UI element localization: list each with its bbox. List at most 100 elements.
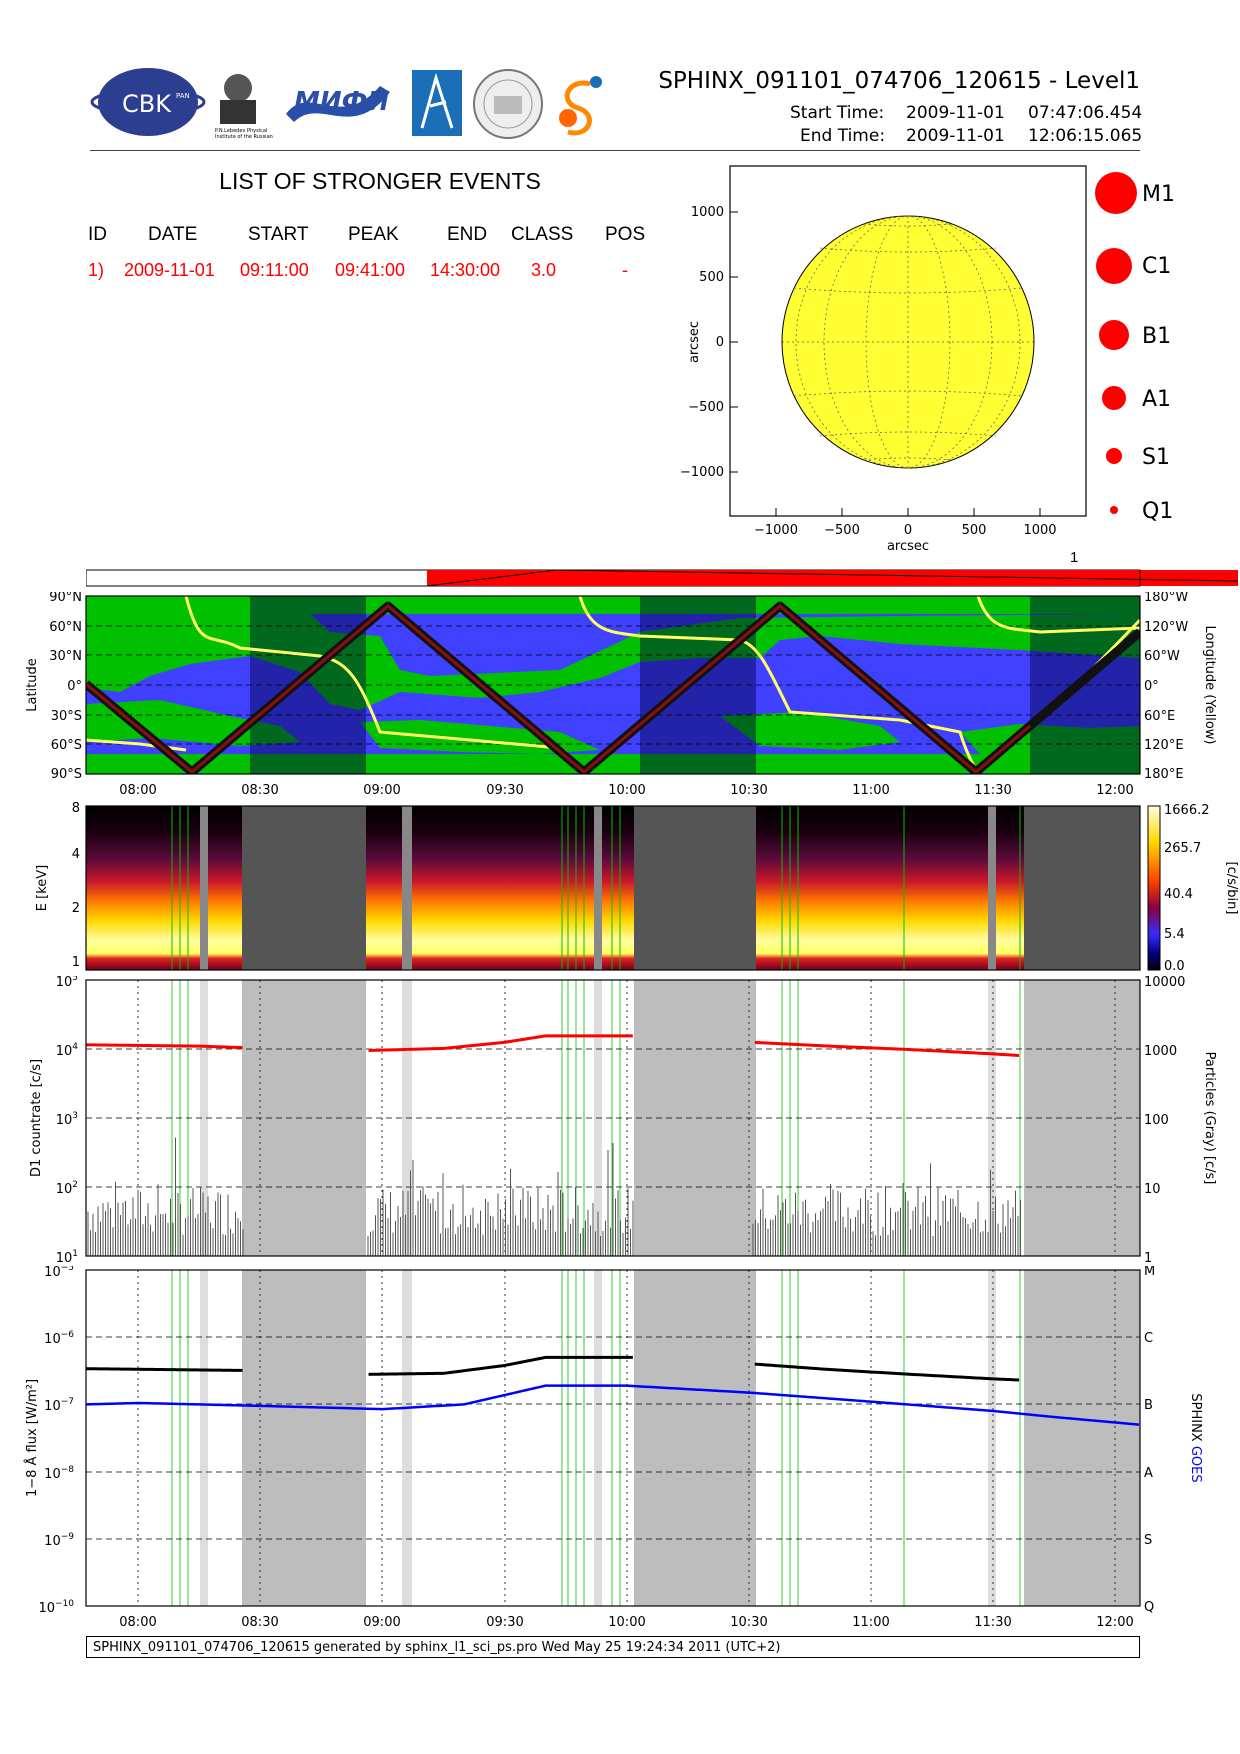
svg-text:МИФИ: МИФИ <box>294 87 389 117</box>
svg-text:SPHINX GOES: SPHINX GOES <box>1188 1393 1203 1482</box>
sun-y-tick: 500 <box>699 270 724 285</box>
flux-x-tick: 08:30 <box>241 1615 278 1630</box>
cbk-logo-text: CBK <box>122 90 172 118</box>
orbit-x-tick: 12:00 <box>1096 783 1133 798</box>
col-date: DATE <box>148 224 198 245</box>
start-date: 2009-11-01 <box>906 103 1005 123</box>
orbit-frame <box>85 595 1141 775</box>
col-class: CLASS <box>511 224 574 245</box>
flux-y2-label-goes: GOES <box>1188 1446 1203 1483</box>
lon-tick: 120°W <box>1144 620 1188 635</box>
class-label: B1 <box>1142 324 1171 349</box>
flux-x-tick: 11:30 <box>974 1615 1011 1630</box>
event-start: 09:11:00 <box>240 260 309 280</box>
class-dot-a1 <box>1102 386 1126 410</box>
sun-y-tick: 1000 <box>691 205 724 220</box>
flux-y2-label-sphinx: SPHINX <box>1188 1393 1203 1441</box>
lat-tick: 30°S <box>51 709 82 724</box>
goes-flux-line <box>86 1384 1140 1426</box>
event-end: 14:30:00 <box>430 260 501 280</box>
lon-tick: 60°W <box>1144 649 1180 664</box>
orbit-y-label: Latitude <box>25 658 40 712</box>
class-legend: M1 C1 B1 A1 S1 Q1 <box>1095 172 1175 524</box>
flux-gaps <box>242 1270 1140 1606</box>
flux-y-tick: 10 <box>44 1534 61 1549</box>
sphinx-flux-line <box>368 1355 633 1376</box>
svg-text:105: 105 <box>56 976 78 990</box>
flux-class-tick: A <box>1144 1466 1153 1481</box>
orbit-x-tick: 09:30 <box>486 783 523 798</box>
svg-text:PAN: PAN <box>176 92 190 100</box>
count-y-label: D1 countrate [c/s] <box>29 1059 44 1177</box>
spec-y-tick: 1 <box>72 955 80 970</box>
count-y2-label: Particles (Gray) [c/s] <box>1202 1052 1217 1185</box>
page-title: SPHINX_091101_074706_120615 - Level1 <box>658 68 1140 94</box>
class-dot-c1 <box>1096 248 1132 284</box>
logos-strip: CBK PAN P.N.Lebedev Physical Institute o… <box>90 62 630 146</box>
class-label: S1 <box>1142 445 1170 470</box>
flux-class-tick: Q <box>1144 1600 1154 1615</box>
svg-text:Institute of the Russian: Institute of the Russian <box>215 134 273 140</box>
flux-class-tick: C <box>1144 1331 1153 1346</box>
flux-frame <box>85 1269 1141 1607</box>
orbit-x-tick: 11:00 <box>852 783 889 798</box>
flux-y-tick: 10 <box>44 1266 61 1280</box>
spec-y-label: E [keV] <box>35 865 50 911</box>
start-time-label: Start Time: <box>790 103 885 123</box>
mifi-logo: МИФИ <box>286 86 390 122</box>
sun-x-tick: 0 <box>904 523 912 538</box>
lon-tick: 180°W <box>1144 592 1188 605</box>
flux-x-tick: 10:00 <box>608 1615 645 1630</box>
orbit-x-tick: 09:00 <box>363 783 400 798</box>
sun-x-tick: 500 <box>962 523 987 538</box>
header-divider <box>90 150 1140 151</box>
count-y2-tick: 10000 <box>1144 976 1185 990</box>
lat-tick: 60°S <box>51 738 82 753</box>
flux-x-tick: 09:00 <box>363 1615 400 1630</box>
spectrogram-gaps <box>200 806 996 970</box>
flux-y-tick: 10 <box>44 1399 61 1414</box>
flux-x-tick: 11:00 <box>852 1615 889 1630</box>
event-peak: 09:41:00 <box>335 260 406 280</box>
flux-flags <box>171 1270 1021 1606</box>
flux-y-tick: 10 <box>44 1332 61 1347</box>
lat-tick: 30°N <box>49 649 82 664</box>
spectrogram-data <box>86 806 1024 970</box>
end-date: 2009-11-01 <box>906 126 1005 146</box>
lon-tick: 0° <box>1144 679 1159 694</box>
cbar-tick: 1666.2 <box>1164 803 1210 818</box>
latitude-track-core <box>86 604 1031 774</box>
spectrogram-colorbar <box>1147 805 1161 971</box>
class-label: Q1 <box>1142 499 1173 524</box>
flux-x-tick: 10:30 <box>730 1615 767 1630</box>
institute-logo <box>412 70 462 136</box>
orbit-x-tick: 08:30 <box>241 783 278 798</box>
orbit-y2-label: Longitude (Yellow) <box>1202 626 1217 745</box>
flux-y-tick: 10 <box>44 1467 61 1482</box>
count-y2-tick: 10 <box>1144 1182 1161 1197</box>
flux-gridlines <box>86 1270 1140 1606</box>
count-y-tick: 10 <box>56 1044 73 1059</box>
lebedev-logo: P.N.Lebedev Physical Institute of the Ru… <box>215 74 273 140</box>
countrate-frame <box>85 979 1141 1257</box>
sun-x-label: arcsec <box>887 539 929 554</box>
lat-tick: 0° <box>67 679 82 694</box>
sun-x-tick: −500 <box>824 523 860 538</box>
spectrogram-flags <box>171 806 1021 970</box>
lat-tick: 60°N <box>49 620 82 635</box>
sun-y-tick: −1000 <box>680 465 724 480</box>
sun-map: −1000 −500 0 500 1000 arcsec 1000 500 0 … <box>680 165 1175 554</box>
sun-x-tick: 1000 <box>1023 523 1056 538</box>
col-id: ID <box>88 224 107 245</box>
class-dot-m1 <box>1095 172 1137 214</box>
event-id: 1) <box>88 260 105 280</box>
s-logo <box>559 76 602 136</box>
svg-text:10−8: 10−8 <box>44 1465 74 1482</box>
orbit-panel: 90°N 60°N 30°N 0° 30°S 60°S 90°S Latitud… <box>25 592 1217 798</box>
sphinx-flux-line <box>754 1362 1020 1382</box>
countrate-line <box>368 1034 633 1052</box>
svg-text:10−6: 10−6 <box>44 1330 74 1347</box>
spec-y-tick: 4 <box>72 847 80 862</box>
flux-x-tick: 09:30 <box>486 1615 523 1630</box>
orbit-x-tick: 10:30 <box>730 783 767 798</box>
